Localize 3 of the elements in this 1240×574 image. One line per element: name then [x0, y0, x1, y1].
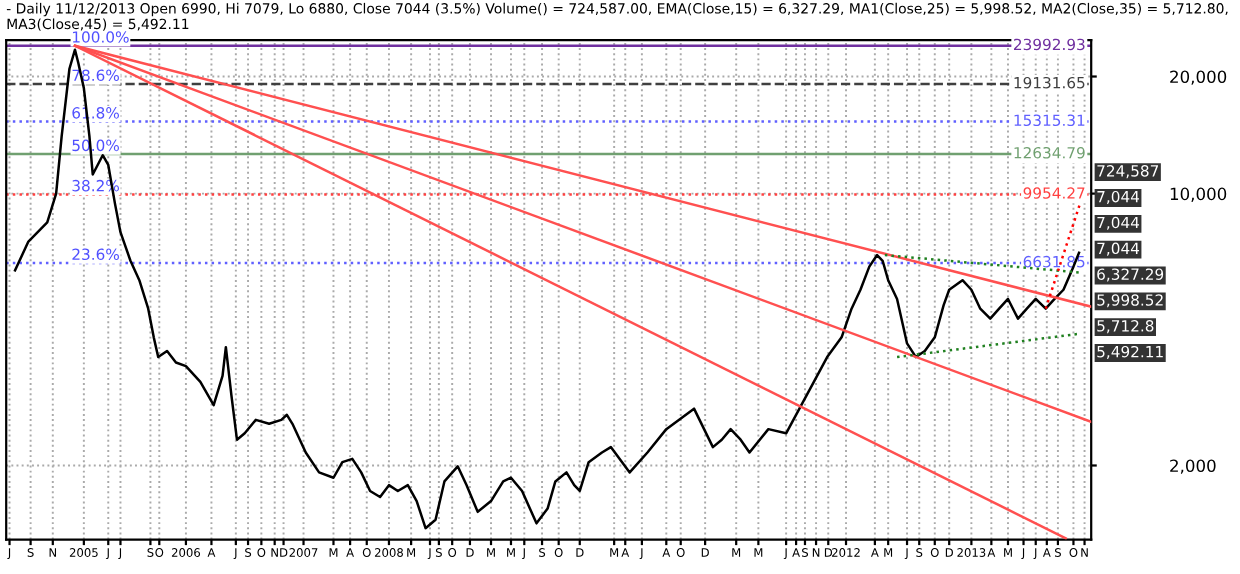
- y-tick-label: 10,000: [1170, 187, 1227, 202]
- y-tick-label: 20,000: [1170, 70, 1227, 85]
- y-tick-label: 2,000: [1170, 459, 1216, 474]
